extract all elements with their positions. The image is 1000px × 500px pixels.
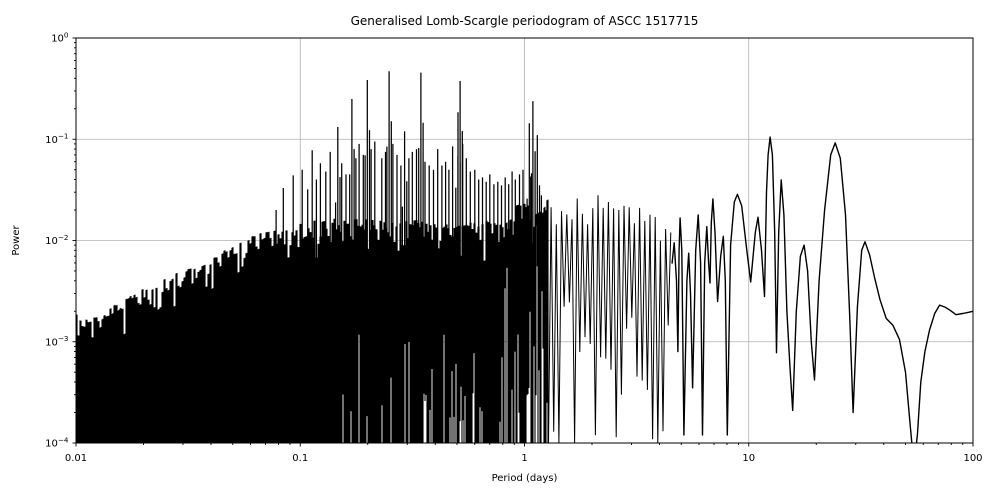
oscillation-trace bbox=[548, 195, 672, 443]
y-tick-label: 10−1 bbox=[45, 132, 68, 146]
periodogram-series bbox=[76, 71, 973, 443]
x-tick-label: 0.01 bbox=[65, 453, 87, 464]
y-tick-label: 100 bbox=[51, 30, 69, 44]
x-tick-label: 10 bbox=[742, 453, 755, 464]
x-axis-label: Period (days) bbox=[492, 473, 558, 484]
tick-labels: 0.01 0.1 1 10 100 100 10−1 10−2 10−3 10−4 bbox=[45, 30, 982, 464]
axis-ticks bbox=[72, 37, 974, 447]
x-tick-label: 0.1 bbox=[292, 453, 308, 464]
y-axis-label: Power bbox=[11, 224, 22, 255]
peak-spikes bbox=[275, 71, 548, 286]
chart-title: Generalised Lomb-Scargle periodogram of … bbox=[351, 14, 699, 28]
y-tick-label: 10−2 bbox=[45, 233, 68, 247]
resolved-curve bbox=[671, 136, 973, 443]
y-tick-label: 10−4 bbox=[45, 435, 69, 449]
x-tick-label: 1 bbox=[521, 453, 527, 464]
noise-mass bbox=[76, 199, 549, 443]
y-tick-label: 10−3 bbox=[45, 334, 68, 348]
x-tick-label: 100 bbox=[963, 453, 982, 464]
